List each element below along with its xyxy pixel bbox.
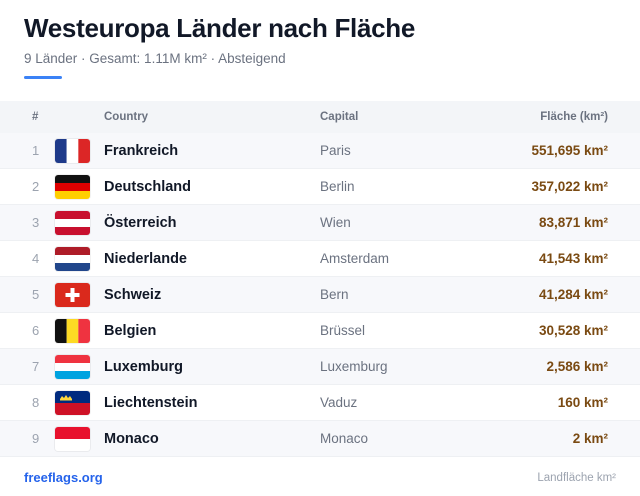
countries-table: # Country Capital Fläche (km²) 1 Frankre… <box>0 101 640 457</box>
page-subtitle: 9 Länder · Gesamt: 1.11M km² · Absteigen… <box>24 51 286 66</box>
row-country: Schweiz <box>104 286 162 303</box>
source-link[interactable]: freeflags.org <box>24 470 103 485</box>
table-row[interactable]: 2 Deutschland Berlin 357,022 km² <box>0 169 640 205</box>
row-area: 41,284 km² <box>538 287 608 302</box>
row-area: 83,871 km² <box>538 215 608 230</box>
row-capital: Berlin <box>320 179 355 194</box>
row-area: 551,695 km² <box>531 143 608 158</box>
row-area: 2,586 km² <box>546 359 608 374</box>
liechtenstein-flag-icon <box>55 391 90 415</box>
column-header-rank[interactable]: # <box>32 111 39 123</box>
table-header: # Country Capital Fläche (km²) <box>0 101 640 133</box>
table-row[interactable]: 6 Belgien Brüssel 30,528 km² <box>0 313 640 349</box>
page-header: Westeuropa Länder nach Fläche 9 Länder ·… <box>24 12 616 79</box>
table-row[interactable]: 9 Monaco Monaco 2 km² <box>0 421 640 457</box>
luxembourg-flag-icon <box>55 355 90 379</box>
page-footer: freeflags.org Landfläche km² <box>24 470 616 485</box>
column-header-country[interactable]: Country <box>104 111 149 123</box>
germany-flag-icon <box>55 175 90 199</box>
row-country: Liechtenstein <box>104 394 198 411</box>
belgium-flag-icon <box>55 319 90 343</box>
netherlands-flag-icon <box>55 247 90 271</box>
row-country: Frankreich <box>104 142 179 159</box>
row-country: Österreich <box>104 214 177 231</box>
table-row[interactable]: 4 Niederlande Amsterdam 41,543 km² <box>0 241 640 277</box>
row-area: 2 km² <box>572 431 608 446</box>
table-row[interactable]: 5 Schweiz Bern 41,284 km² <box>0 277 640 313</box>
row-area: 160 km² <box>557 395 608 410</box>
table-row[interactable]: 8 Liechtenstein Vaduz 160 km² <box>0 385 640 421</box>
row-rank: 6 <box>32 323 40 338</box>
row-rank: 2 <box>32 179 40 194</box>
monaco-flag-icon <box>55 427 90 451</box>
title-accent-bar <box>24 76 62 79</box>
row-rank: 4 <box>32 251 40 266</box>
row-rank: 5 <box>32 287 40 302</box>
row-country: Belgien <box>104 322 157 339</box>
row-rank: 8 <box>32 395 40 410</box>
row-rank: 7 <box>32 359 40 374</box>
column-header-capital[interactable]: Capital <box>320 111 359 123</box>
row-rank: 3 <box>32 215 40 230</box>
row-capital: Amsterdam <box>320 251 390 266</box>
row-capital: Wien <box>320 215 351 230</box>
row-country: Monaco <box>104 430 159 447</box>
table-row[interactable]: 7 Luxemburg Luxemburg 2,586 km² <box>0 349 640 385</box>
row-area: 30,528 km² <box>538 323 608 338</box>
france-flag-icon <box>55 139 90 163</box>
austria-flag-icon <box>55 211 90 235</box>
row-capital: Vaduz <box>320 395 358 410</box>
page-title: Westeuropa Länder nach Fläche <box>24 13 416 43</box>
row-capital: Brüssel <box>320 323 366 338</box>
switzerland-flag-icon <box>55 283 90 307</box>
row-rank: 9 <box>32 431 40 446</box>
row-capital: Paris <box>320 143 351 158</box>
footer-note: Landfläche km² <box>537 471 616 484</box>
table-row[interactable]: 1 Frankreich Paris 551,695 km² <box>0 133 640 169</box>
row-area: 357,022 km² <box>531 179 608 194</box>
row-area: 41,543 km² <box>538 251 608 266</box>
column-header-area[interactable]: Fläche (km²) <box>540 111 608 123</box>
row-rank: 1 <box>32 143 40 158</box>
row-country: Niederlande <box>104 250 187 267</box>
table-row[interactable]: 3 Österreich Wien 83,871 km² <box>0 205 640 241</box>
row-country: Deutschland <box>104 178 192 195</box>
row-capital: Bern <box>320 287 349 302</box>
row-capital: Luxemburg <box>320 359 388 374</box>
row-capital: Monaco <box>320 431 369 446</box>
row-country: Luxemburg <box>104 358 183 375</box>
